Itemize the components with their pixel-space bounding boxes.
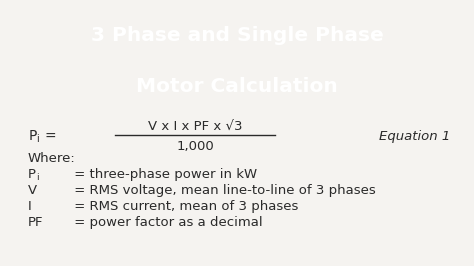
Text: i: i (36, 173, 38, 182)
Text: PF: PF (28, 216, 44, 228)
Text: 1,000: 1,000 (176, 140, 214, 153)
Text: Equation 1: Equation 1 (379, 130, 450, 143)
Text: P: P (28, 168, 36, 181)
Text: V: V (28, 184, 37, 197)
Text: $\mathregular{P_i}$ =: $\mathregular{P_i}$ = (28, 128, 56, 144)
Text: I: I (28, 200, 32, 213)
Text: = power factor as a decimal: = power factor as a decimal (70, 216, 263, 228)
Text: = three-phase power in kW: = three-phase power in kW (70, 168, 257, 181)
Text: = RMS voltage, mean line-to-line of 3 phases: = RMS voltage, mean line-to-line of 3 ph… (70, 184, 376, 197)
Text: V x I x PF x √3: V x I x PF x √3 (148, 120, 242, 133)
Text: = RMS current, mean of 3 phases: = RMS current, mean of 3 phases (70, 200, 298, 213)
Text: Where:: Where: (28, 152, 76, 165)
Text: Motor Calculation: Motor Calculation (136, 77, 338, 95)
Text: 3 Phase and Single Phase: 3 Phase and Single Phase (91, 26, 383, 45)
